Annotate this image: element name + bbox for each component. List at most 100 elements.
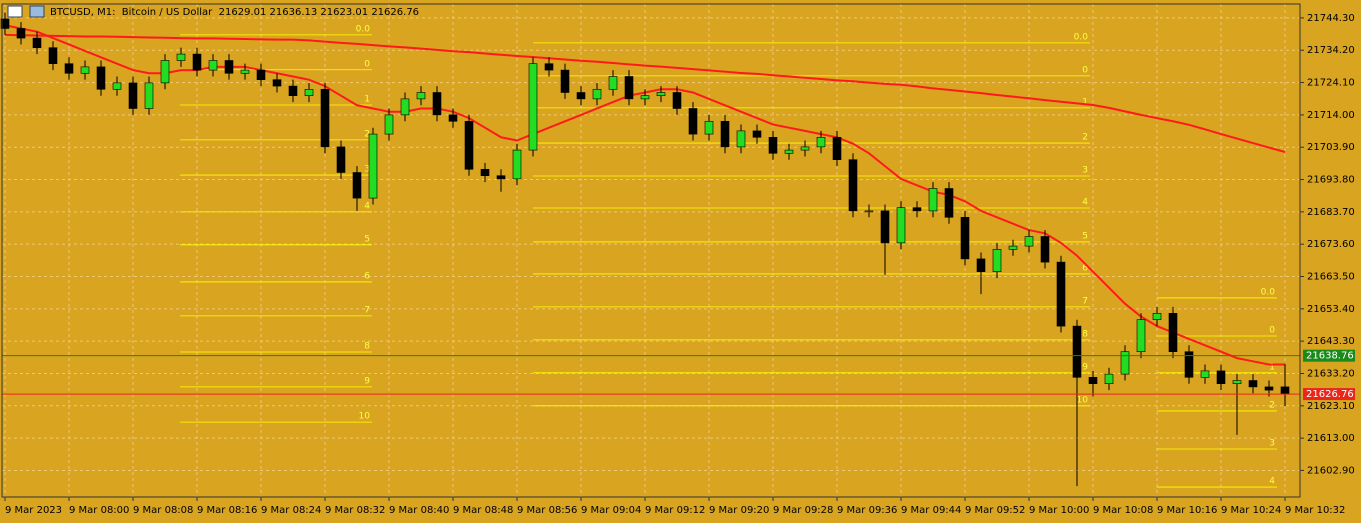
candle-body xyxy=(1248,380,1258,388)
fib-label: 0.0 xyxy=(1261,287,1276,297)
ask-label: 21638.76 xyxy=(1306,351,1354,362)
candle-body xyxy=(1056,261,1066,327)
candle-body xyxy=(672,92,682,109)
x-tick-label: 9 Mar 08:24 xyxy=(261,505,321,516)
candle-body xyxy=(1232,380,1242,385)
fib-label: 9 xyxy=(364,376,370,386)
y-tick-label: 21623.10 xyxy=(1307,401,1355,412)
candle-body xyxy=(384,114,394,135)
y-tick-label: 21714.00 xyxy=(1307,110,1355,121)
y-tick-label: 21663.50 xyxy=(1307,272,1355,283)
plot-area: 0.0 0 1 2 3 4 5 6 7 8 9 10 0.0 0 1 2 3 4 5 6 7 8 9 10 0.0 0 1 2 3 4 xyxy=(0,12,1300,488)
fib-label: 1 xyxy=(364,94,370,104)
y-tick-label: 21633.20 xyxy=(1307,368,1355,379)
x-tick-label: 9 Mar 10:32 xyxy=(1285,505,1345,516)
candle-body xyxy=(688,108,698,135)
y-tick-label: 21703.90 xyxy=(1307,142,1355,153)
candle-body xyxy=(320,88,330,148)
chart-icon[interactable] xyxy=(29,5,45,18)
fib-label: 1 xyxy=(1082,97,1088,107)
candle-body xyxy=(32,37,42,48)
candle-body xyxy=(224,60,234,74)
plot-frame xyxy=(1,3,1301,498)
fib-label: 10 xyxy=(1077,395,1089,405)
candle-body xyxy=(784,149,794,154)
candle-body xyxy=(96,66,106,90)
x-tick-label: 9 Mar 10:08 xyxy=(1093,505,1153,516)
fib-label: 5 xyxy=(1082,231,1088,241)
candle-body xyxy=(880,210,890,244)
candle-body xyxy=(336,146,346,173)
fib-label: 3 xyxy=(1269,438,1275,448)
candle-body xyxy=(416,92,426,100)
candle-body xyxy=(592,88,602,100)
chart-title: BTCUSD, M1: Bitcoin / US Dollar 21629.01… xyxy=(50,7,419,18)
candle-body xyxy=(976,258,986,273)
candle-body xyxy=(576,92,586,100)
candle-body xyxy=(832,136,842,160)
x-tick-label: 9 Mar 10:24 xyxy=(1221,505,1281,516)
grid xyxy=(2,4,1300,497)
candle-body xyxy=(912,207,922,212)
y-tick-label: 21683.70 xyxy=(1307,207,1355,218)
fib-label: 1 xyxy=(1269,362,1275,372)
candle-body xyxy=(208,60,218,71)
fib-label: 0 xyxy=(1082,65,1088,75)
candle-body xyxy=(1104,373,1114,385)
candle-body xyxy=(272,79,282,87)
candle-body xyxy=(608,76,618,90)
candle-body xyxy=(848,159,858,212)
x-tick-label: 9 Mar 08:56 xyxy=(517,505,577,516)
x-tick-label: 9 Mar 10:00 xyxy=(1029,505,1089,516)
candle-body xyxy=(928,188,938,212)
y-tick-label: 21673.60 xyxy=(1307,239,1355,250)
candle-body xyxy=(560,69,570,93)
candle-body xyxy=(256,69,266,80)
x-tick-label: 9 Mar 08:16 xyxy=(197,505,257,516)
moving-average xyxy=(4,33,1286,153)
fib-label: 4 xyxy=(1269,477,1275,487)
candle-body xyxy=(432,92,442,116)
fib-label: 3 xyxy=(364,165,370,175)
y-tick-label: 21693.80 xyxy=(1307,175,1355,186)
x-tick-label: 9 Mar 09:04 xyxy=(581,505,641,516)
candle-body xyxy=(768,136,778,154)
candle-body xyxy=(16,28,26,39)
candle-body xyxy=(752,130,762,138)
x-tick-label: 9 Mar 08:00 xyxy=(69,505,129,516)
candle-body xyxy=(352,172,362,199)
candle-body xyxy=(1264,386,1274,391)
fib-label: 8 xyxy=(1082,329,1088,339)
candle-body xyxy=(864,210,874,213)
candle-body xyxy=(1152,313,1162,321)
candle-body xyxy=(368,133,378,199)
x-tick-label: 9 Mar 09:12 xyxy=(645,505,705,516)
fib-label: 0.0 xyxy=(356,24,371,34)
candle-body xyxy=(624,76,634,100)
x-tick-label: 9 Mar 09:52 xyxy=(965,505,1025,516)
candle-body xyxy=(64,63,74,74)
x-tick-label: 9 Mar 09:44 xyxy=(901,505,961,516)
x-tick-label: 9 Mar 09:36 xyxy=(837,505,897,516)
candle-body xyxy=(1280,386,1290,395)
candle-body xyxy=(288,85,298,96)
candle-body xyxy=(960,216,970,260)
candle-body xyxy=(944,188,954,218)
fib-label: 5 xyxy=(364,234,370,244)
menu-icon[interactable] xyxy=(7,5,23,18)
fib-label: 6 xyxy=(1082,263,1088,273)
y-tick-label: 21724.10 xyxy=(1307,78,1355,89)
y-tick-label: 21653.40 xyxy=(1307,304,1355,315)
fib-label: 10 xyxy=(359,412,371,422)
candle-body xyxy=(176,53,186,61)
candle-body xyxy=(48,47,58,64)
x-tick-label: 9 Mar 2023 xyxy=(5,505,62,516)
fib-label: 8 xyxy=(364,342,370,352)
fib-label: 7 xyxy=(364,305,370,315)
fib-label: 0 xyxy=(364,59,370,69)
x-tick-label: 9 Mar 08:48 xyxy=(453,505,513,516)
fib-label: 7 xyxy=(1082,296,1088,306)
y-tick-label: 21613.00 xyxy=(1307,433,1355,444)
